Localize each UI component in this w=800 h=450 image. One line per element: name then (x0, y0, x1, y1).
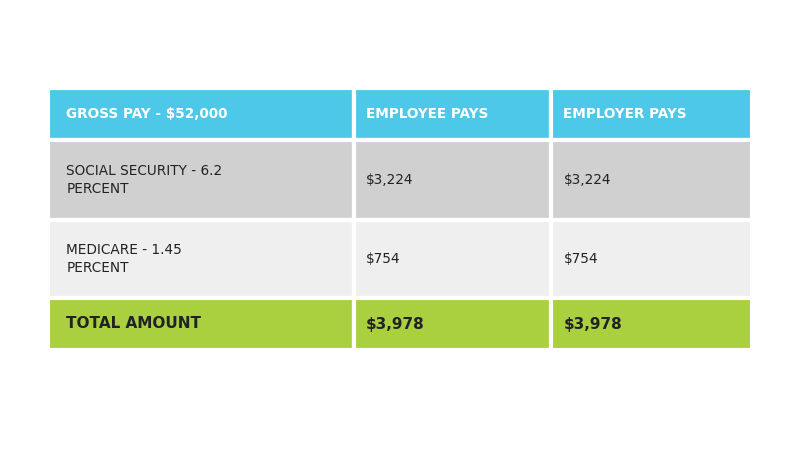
Text: SOCIAL SECURITY - 6.2
PERCENT: SOCIAL SECURITY - 6.2 PERCENT (66, 164, 222, 196)
Bar (551, 140, 752, 220)
Bar (354, 298, 551, 350)
Bar (48, 140, 354, 220)
Bar (551, 220, 752, 298)
Bar (551, 88, 752, 140)
Bar (354, 220, 551, 298)
Text: $754: $754 (366, 252, 401, 266)
Bar (48, 88, 354, 140)
Text: $754: $754 (563, 252, 598, 266)
Bar (48, 220, 354, 298)
Text: EMPLOYEE PAYS: EMPLOYEE PAYS (366, 107, 489, 121)
Bar (354, 140, 551, 220)
Bar (48, 298, 354, 350)
Text: EMPLOYER PAYS: EMPLOYER PAYS (563, 107, 687, 121)
Text: $3,224: $3,224 (366, 173, 414, 187)
Text: $3,224: $3,224 (563, 173, 611, 187)
Text: GROSS PAY - $52,000: GROSS PAY - $52,000 (66, 107, 228, 121)
Text: MEDICARE - 1.45
PERCENT: MEDICARE - 1.45 PERCENT (66, 243, 182, 275)
Text: $3,978: $3,978 (563, 316, 622, 332)
Bar (354, 88, 551, 140)
Bar (551, 298, 752, 350)
Text: TOTAL AMOUNT: TOTAL AMOUNT (66, 316, 202, 332)
Text: $3,978: $3,978 (366, 316, 425, 332)
